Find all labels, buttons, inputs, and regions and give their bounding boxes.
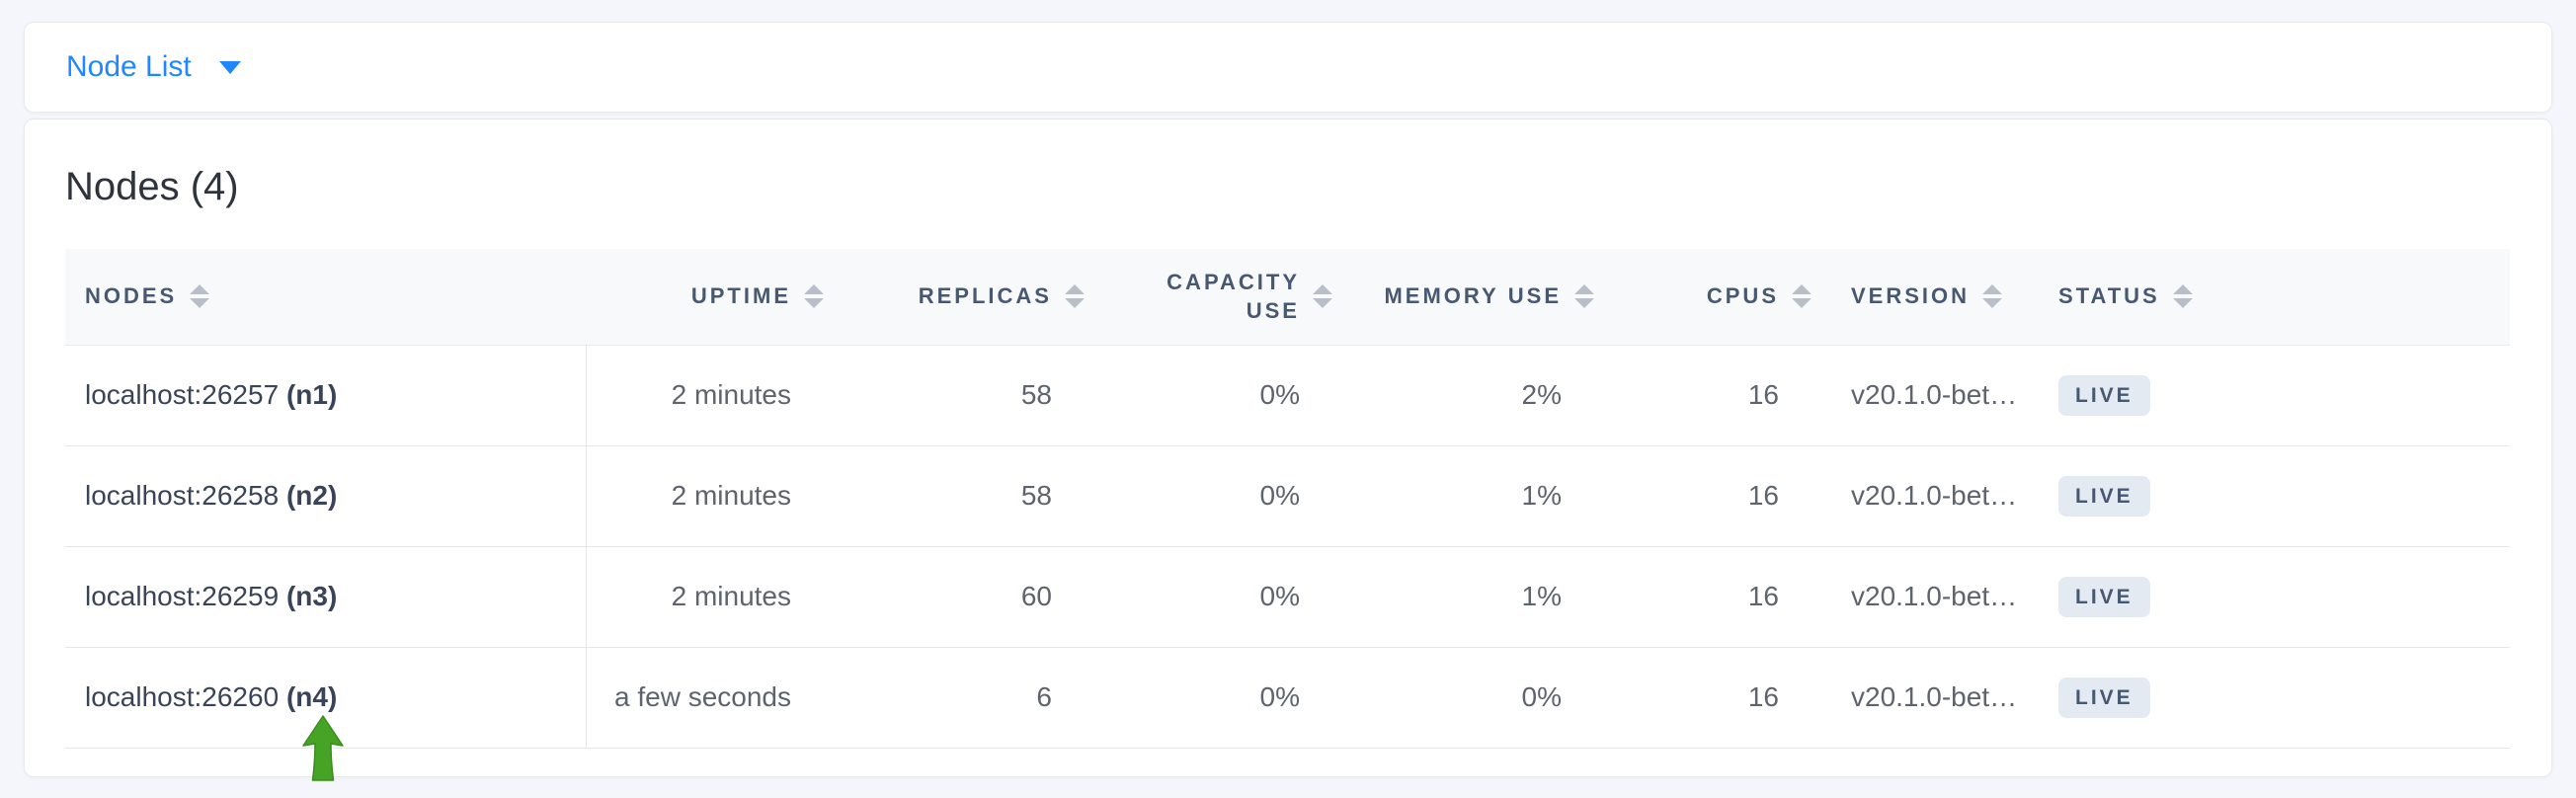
status-cell: LIVE (2035, 445, 2510, 546)
cpus-cell: 16 (1747, 379, 1779, 410)
sort-icon (187, 284, 212, 309)
status-cell: LIVE (2035, 647, 2510, 748)
nodes-table: NODES UPTIME REPLICAS CAPACITY USE MEMOR… (65, 249, 2510, 749)
table-row: localhost:26258 (n2) 2 minutes 58 0% 1% … (65, 445, 2510, 546)
column-header-capacity-use[interactable]: CAPACITY USE (1095, 249, 1343, 345)
sort-icon (1310, 284, 1335, 309)
view-selector-label: Node List (66, 50, 192, 83)
version-cell: v20.1.0-bet… (1851, 480, 2018, 511)
replicas-cell: 58 (1020, 480, 1052, 511)
sort-icon (1979, 284, 2005, 309)
replicas-cell: 58 (1020, 379, 1052, 410)
status-badge: LIVE (2058, 475, 2150, 517)
view-selector-dropdown[interactable]: Node List (66, 50, 241, 84)
sort-icon (1062, 284, 1087, 309)
status-cell: LIVE (2035, 345, 2510, 445)
uptime-cell: a few seconds (614, 681, 791, 712)
capacity-use-cell: 0% (1259, 581, 1300, 611)
replicas-cell: 6 (1036, 681, 1052, 712)
status-badge: LIVE (2058, 576, 2150, 617)
node-address-cell[interactable]: localhost:26257 (n1) (65, 345, 587, 445)
status-badge: LIVE (2058, 677, 2150, 718)
status-badge: LIVE (2058, 374, 2150, 416)
node-address-cell[interactable]: localhost:26259 (n3) (65, 546, 587, 647)
memory-use-cell: 1% (1521, 480, 1562, 511)
sort-icon (1571, 284, 1597, 309)
version-cell: v20.1.0-bet… (1851, 581, 2018, 611)
sort-icon (2170, 284, 2196, 309)
table-row: localhost:26260 (n4) a few seconds 6 0% … (65, 647, 2510, 748)
memory-use-cell: 1% (1521, 581, 1562, 611)
sort-icon (801, 284, 827, 309)
version-cell: v20.1.0-bet… (1851, 681, 2018, 712)
column-header-cpus[interactable]: CPUS (1605, 249, 1822, 345)
node-id: (n2) (285, 480, 338, 511)
node-address-cell[interactable]: localhost:26260 (n4) (65, 647, 587, 748)
sort-icon (1789, 284, 1814, 309)
status-cell: LIVE (2035, 546, 2510, 647)
chevron-down-icon (218, 60, 241, 74)
replicas-cell: 60 (1020, 581, 1052, 611)
node-id: (n3) (285, 581, 338, 611)
column-header-memory-use[interactable]: MEMORY USE (1343, 249, 1605, 345)
column-header-version[interactable]: VERSION (1822, 249, 2035, 345)
memory-use-cell: 2% (1521, 379, 1562, 410)
column-header-uptime[interactable]: UPTIME (586, 249, 835, 345)
uptime-cell: 2 minutes (671, 480, 791, 511)
column-header-replicas[interactable]: REPLICAS (835, 249, 1095, 345)
node-id: (n4) (285, 681, 338, 712)
capacity-use-cell: 0% (1259, 379, 1300, 410)
node-address-cell[interactable]: localhost:26258 (n2) (65, 445, 587, 546)
column-header-status[interactable]: STATUS (2035, 249, 2510, 345)
view-selector-bar: Node List (24, 22, 2552, 113)
table-row: localhost:26257 (n1) 2 minutes 58 0% 2% … (65, 345, 2510, 445)
uptime-cell: 2 minutes (671, 581, 791, 611)
page-title: Nodes (4) (65, 165, 239, 208)
version-cell: v20.1.0-bet… (1851, 379, 2018, 410)
node-id: (n1) (285, 379, 338, 410)
cpus-cell: 16 (1747, 681, 1779, 712)
table-row: localhost:26259 (n3) 2 minutes 60 0% 1% … (65, 546, 2510, 647)
column-header-nodes[interactable]: NODES (65, 249, 586, 345)
capacity-use-cell: 0% (1259, 480, 1300, 511)
uptime-cell: 2 minutes (671, 379, 791, 410)
memory-use-cell: 0% (1521, 681, 1562, 712)
cpus-cell: 16 (1747, 581, 1779, 611)
capacity-use-cell: 0% (1259, 681, 1300, 712)
table-header-row: NODES UPTIME REPLICAS CAPACITY USE MEMOR… (65, 249, 2510, 345)
cpus-cell: 16 (1747, 480, 1779, 511)
nodes-card: Nodes (4) NODES UPTIME REPLICAS (24, 119, 2552, 777)
